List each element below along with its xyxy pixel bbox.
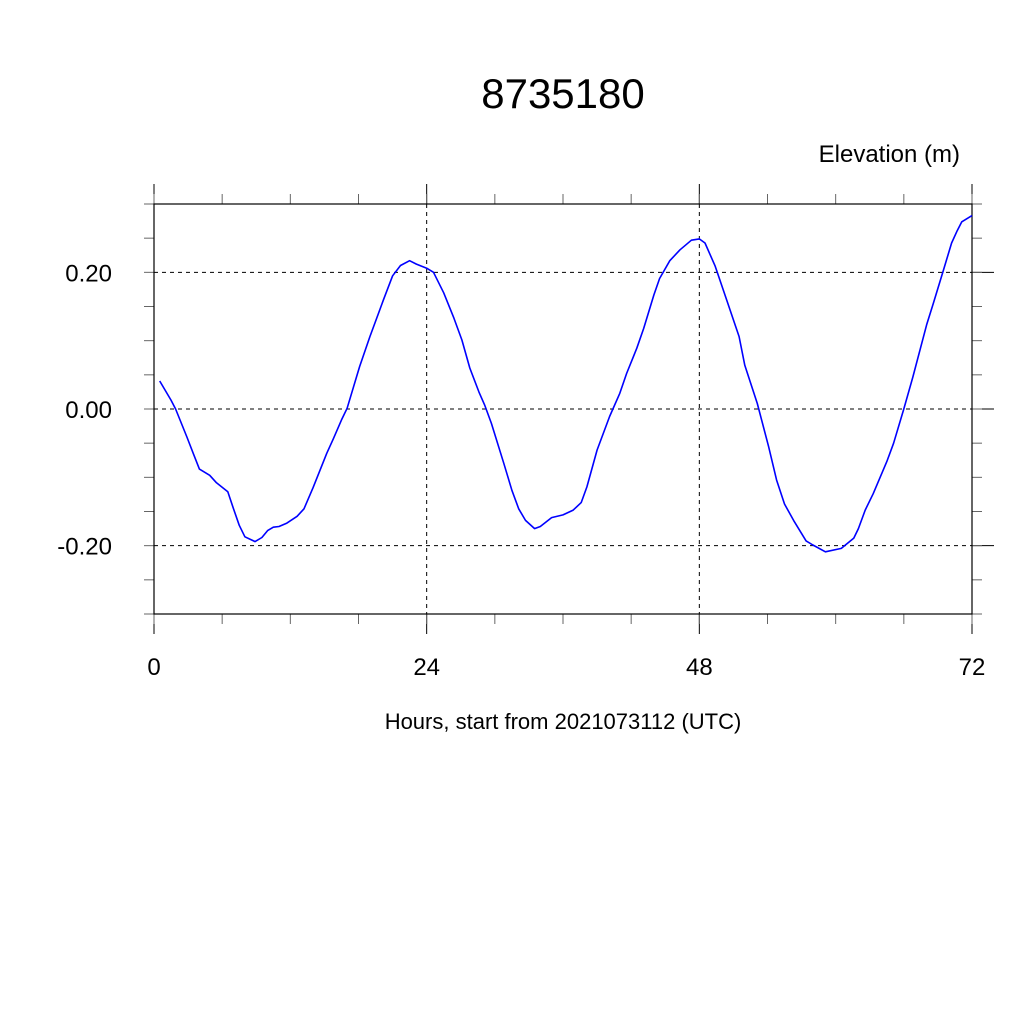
y-tick-label: 0.20	[65, 260, 112, 287]
x-tick-label: 48	[686, 654, 713, 681]
plot-frame	[153, 203, 973, 615]
tick-labels: 0.20 0.00 -0.20 0 24 48 72	[57, 260, 985, 681]
series-group	[159, 214, 973, 553]
grid-lines	[154, 204, 972, 614]
y-axis-label: Elevation (m)	[819, 141, 960, 168]
x-axis-label: Hours, start from 2021073112 (UTC)	[385, 709, 742, 734]
y-tick-label: -0.20	[57, 534, 112, 561]
x-tick-label: 0	[147, 654, 160, 681]
x-tick-label: 72	[959, 654, 986, 681]
x-tick-label: 24	[413, 654, 440, 681]
chart-title: 8735180	[481, 70, 645, 117]
axis-ticks	[144, 184, 994, 634]
y-tick-label: 0.00	[65, 397, 112, 424]
elevation-series-line	[159, 214, 973, 553]
